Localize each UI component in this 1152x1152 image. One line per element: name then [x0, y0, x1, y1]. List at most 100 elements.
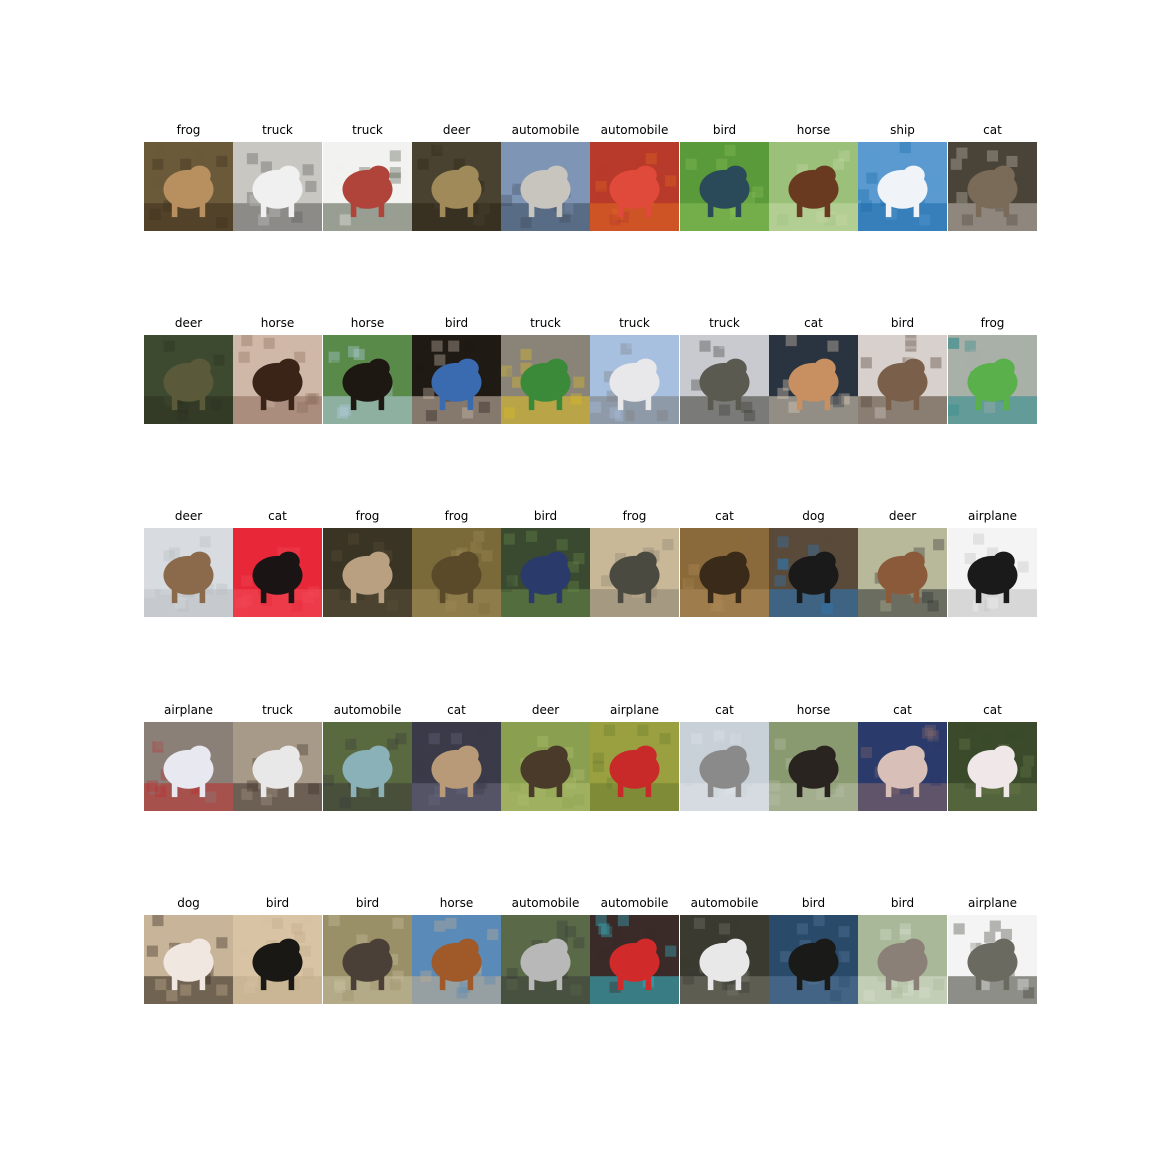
- thumbnail-graphic: [769, 142, 858, 231]
- bird-image: [858, 335, 947, 424]
- thumbnail-graphic: [323, 722, 412, 811]
- thumbnail-graphic: [144, 528, 233, 617]
- cell-label: cat: [983, 703, 1002, 717]
- thumbnail-graphic: [323, 528, 412, 617]
- thumbnail-graphic: [680, 335, 769, 424]
- cell-label: bird: [355, 896, 380, 910]
- cat-image: [233, 528, 322, 617]
- bird-image: [501, 528, 590, 617]
- cell-label: automobile: [690, 896, 759, 910]
- cell-label: cat: [893, 703, 912, 717]
- cell-label: horse: [260, 316, 295, 330]
- truck-image: [680, 335, 769, 424]
- dog-image: [144, 915, 233, 1004]
- cell-label: deer: [442, 123, 471, 137]
- thumbnail-graphic: [412, 528, 501, 617]
- frog-image: [590, 528, 679, 617]
- cell-label: frog: [355, 509, 380, 523]
- thumbnail-graphic: [769, 722, 858, 811]
- cell-label: airplane: [968, 509, 1017, 523]
- cell-label: bird: [801, 896, 826, 910]
- cell-label: airplane: [610, 703, 659, 717]
- cell-label: deer: [888, 509, 917, 523]
- thumbnail-graphic: [233, 528, 322, 617]
- cat-image: [680, 528, 769, 617]
- cell-label: deer: [531, 703, 560, 717]
- thumbnail-graphic: [323, 142, 412, 231]
- thumbnail-graphic: [144, 142, 233, 231]
- automobile-image: [323, 722, 412, 811]
- thumbnail-graphic: [769, 528, 858, 617]
- thumbnail-graphic: [144, 722, 233, 811]
- cell-label: truck: [709, 316, 740, 330]
- cat-image: [680, 722, 769, 811]
- cell-label: frog: [176, 123, 201, 137]
- truck-image: [233, 142, 322, 231]
- thumbnail-graphic: [412, 915, 501, 1004]
- thumbnail-graphic: [144, 915, 233, 1004]
- cell-label: airplane: [164, 703, 213, 717]
- cell-label: horse: [350, 316, 385, 330]
- horse-image: [412, 915, 501, 1004]
- cell-label: bird: [533, 509, 558, 523]
- automobile-image: [501, 142, 590, 231]
- dog-image: [769, 528, 858, 617]
- thumbnail-graphic: [858, 915, 947, 1004]
- frog-image: [323, 528, 412, 617]
- airplane-image: [144, 722, 233, 811]
- ship-image: [858, 142, 947, 231]
- cell-label: cat: [715, 703, 734, 717]
- automobile-image: [501, 915, 590, 1004]
- truck-image: [501, 335, 590, 424]
- thumbnail-graphic: [501, 528, 590, 617]
- cell-label: truck: [619, 316, 650, 330]
- thumbnail-graphic: [323, 915, 412, 1004]
- thumbnail-graphic: [233, 722, 322, 811]
- cat-image: [769, 335, 858, 424]
- cat-image: [412, 722, 501, 811]
- thumbnail-graphic: [769, 915, 858, 1004]
- cell-label: cat: [268, 509, 287, 523]
- automobile-image: [680, 915, 769, 1004]
- cell-label: automobile: [333, 703, 402, 717]
- cell-label: bird: [265, 896, 290, 910]
- cell-label: horse: [796, 703, 831, 717]
- cell-label: cat: [447, 703, 466, 717]
- thumbnail-graphic: [948, 335, 1037, 424]
- bird-image: [233, 915, 322, 1004]
- thumbnail-graphic: [501, 335, 590, 424]
- thumbnail-graphic: [680, 915, 769, 1004]
- cat-image: [948, 142, 1037, 231]
- cell-label: cat: [983, 123, 1002, 137]
- cell-label: truck: [262, 123, 293, 137]
- cell-label: bird: [444, 316, 469, 330]
- thumbnail-graphic: [590, 722, 679, 811]
- cell-label: automobile: [600, 123, 669, 137]
- cell-label: automobile: [511, 896, 580, 910]
- airplane-image: [590, 722, 679, 811]
- thumbnail-graphic: [858, 528, 947, 617]
- thumbnail-graphic: [501, 915, 590, 1004]
- thumbnail-graphic: [769, 335, 858, 424]
- airplane-image: [948, 915, 1037, 1004]
- frog-image: [948, 335, 1037, 424]
- thumbnail-graphic: [858, 722, 947, 811]
- horse-image: [323, 335, 412, 424]
- cell-label: truck: [262, 703, 293, 717]
- deer-image: [144, 528, 233, 617]
- cell-label: frog: [444, 509, 469, 523]
- bird-image: [858, 915, 947, 1004]
- thumbnail-graphic: [501, 722, 590, 811]
- thumbnail-graphic: [948, 142, 1037, 231]
- truck-image: [590, 335, 679, 424]
- cell-label: bird: [712, 123, 737, 137]
- thumbnail-graphic: [590, 528, 679, 617]
- cell-label: cat: [804, 316, 823, 330]
- cell-label: deer: [174, 509, 203, 523]
- cell-label: dog: [802, 509, 825, 523]
- deer-image: [858, 528, 947, 617]
- truck-image: [233, 722, 322, 811]
- automobile-image: [590, 142, 679, 231]
- cell-label: truck: [352, 123, 383, 137]
